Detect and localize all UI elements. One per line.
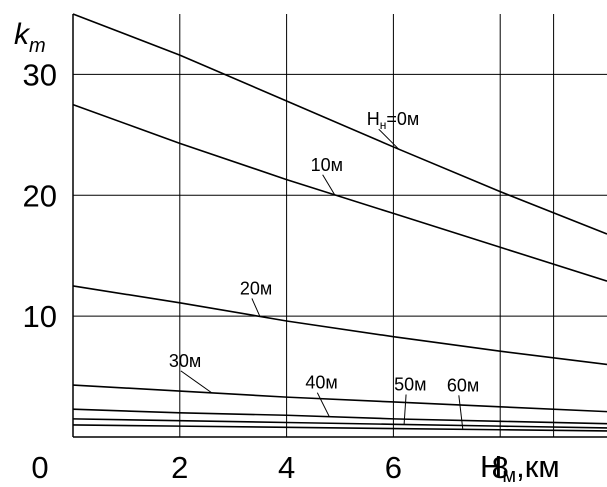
series-annotation-label: 20м bbox=[240, 278, 272, 298]
annotation-leader bbox=[316, 392, 330, 417]
x-tick-label: 6 bbox=[385, 450, 402, 485]
series-line bbox=[72, 418, 607, 429]
y-axis-label-sub: m bbox=[29, 35, 46, 57]
x-tick-label: 2 bbox=[171, 450, 188, 485]
series-annotation-label: Hн=0м bbox=[367, 109, 420, 132]
series-lines bbox=[72, 13, 607, 432]
y-tick-label: 10 bbox=[23, 299, 57, 334]
annotation-leader bbox=[403, 394, 407, 425]
x-tick-label: 0 bbox=[31, 450, 48, 485]
y-axis-label: km bbox=[14, 18, 46, 57]
series-annotation-label: 40м bbox=[305, 373, 337, 393]
annotation-leader bbox=[322, 174, 336, 196]
x-tick-label: 8 bbox=[492, 450, 509, 485]
series-annotation-label: 50м bbox=[394, 374, 426, 394]
series-line bbox=[72, 13, 607, 235]
series-line bbox=[72, 384, 607, 413]
series-annotation-label: 10м bbox=[311, 155, 343, 175]
annotation-leader bbox=[378, 128, 400, 150]
y-tick-label: 20 bbox=[23, 178, 57, 213]
series-annotations: Hн=0м 10м 20м 30м 40м 50м 60м bbox=[169, 109, 479, 430]
x-axis-label-main: H bbox=[480, 449, 502, 484]
annotation-leader bbox=[180, 370, 213, 394]
tick-labels: 0 2 4 6 8 10 20 30 bbox=[23, 57, 509, 485]
y-axis-label-main: k bbox=[14, 18, 31, 51]
series-annotation-label: 30м bbox=[169, 351, 201, 371]
series-line bbox=[72, 103, 607, 282]
x-axis-label: Hм,км bbox=[480, 449, 560, 487]
x-axis-label-sub: м bbox=[502, 465, 516, 487]
x-tick-label: 4 bbox=[278, 450, 295, 485]
y-tick-label: 30 bbox=[23, 57, 57, 92]
x-axis-label-unit: ,км bbox=[516, 449, 560, 484]
series-line bbox=[72, 285, 607, 366]
series-line bbox=[72, 408, 607, 425]
grid bbox=[72, 14, 607, 438]
annotation-leader bbox=[458, 395, 464, 430]
annotation-leader bbox=[251, 298, 261, 317]
series-annotation-label: 60м bbox=[447, 375, 479, 395]
series-line bbox=[72, 424, 607, 432]
